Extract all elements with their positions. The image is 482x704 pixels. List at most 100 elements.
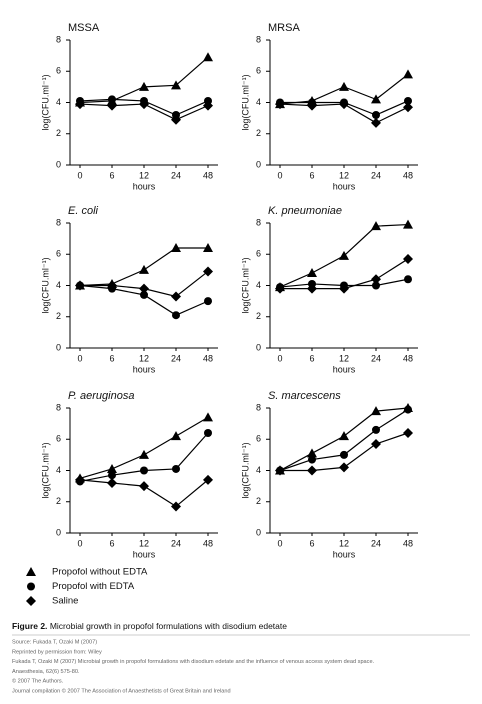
marker: [26, 596, 36, 606]
marker: [171, 80, 181, 90]
y-tick-label: 0: [256, 342, 261, 352]
marker: [75, 280, 85, 291]
y-tick-label: 6: [56, 434, 61, 444]
marker: [339, 250, 349, 260]
marker: [403, 428, 413, 438]
panel-title: MRSA: [268, 22, 300, 34]
marker: [275, 465, 285, 476]
y-axis-label: log(CFU.ml⁻¹): [40, 74, 50, 130]
marker: [75, 99, 85, 110]
x-tick-label: 24: [371, 538, 381, 548]
marker: [140, 290, 148, 299]
marker: [339, 462, 349, 473]
marker: [203, 412, 213, 422]
legend-label: Propofol with EDTA: [52, 581, 135, 592]
marker: [108, 471, 116, 480]
x-tick-label: 6: [309, 353, 314, 363]
marker: [107, 280, 117, 291]
x-tick-label: 24: [171, 538, 181, 548]
marker: [371, 406, 381, 416]
y-tick-label: 0: [256, 527, 261, 537]
marker: [307, 448, 317, 458]
y-tick-label: 0: [56, 159, 61, 169]
x-tick-label: 12: [339, 538, 349, 548]
x-tick-label: 0: [77, 353, 82, 363]
x-tick-label: 48: [203, 353, 213, 363]
marker: [339, 283, 349, 294]
marker: [139, 283, 149, 294]
marker: [339, 431, 349, 441]
marker: [107, 478, 117, 488]
marker: [404, 96, 412, 105]
marker: [139, 449, 149, 459]
marker: [403, 219, 413, 229]
marker: [172, 311, 180, 320]
x-tick-label: 6: [309, 170, 314, 180]
y-tick-label: 0: [56, 527, 61, 537]
marker: [372, 425, 380, 434]
y-tick-label: 2: [56, 496, 61, 506]
y-tick-label: 6: [256, 249, 261, 259]
source-line: © 2007 The Authors.: [12, 678, 64, 685]
x-tick-label: 0: [277, 538, 282, 548]
marker: [171, 114, 181, 125]
x-axis-label: hours: [133, 549, 156, 559]
marker: [171, 431, 181, 441]
x-tick-label: 6: [109, 170, 114, 180]
x-tick-label: 48: [403, 538, 413, 548]
marker: [203, 474, 213, 485]
marker: [139, 99, 149, 110]
source-line: Reprinted by permission from: Wiley: [12, 649, 102, 655]
x-tick-label: 12: [339, 170, 349, 180]
marker: [404, 275, 412, 284]
marker: [203, 266, 213, 277]
y-tick-label: 8: [256, 402, 261, 412]
marker: [371, 94, 381, 104]
y-tick-label: 4: [256, 280, 261, 290]
y-tick-label: 0: [56, 342, 61, 352]
marker: [203, 100, 213, 111]
y-axis-label: log(CFU.ml⁻¹): [40, 257, 50, 313]
marker: [307, 465, 317, 476]
x-axis-label: hours: [133, 181, 156, 191]
marker: [140, 466, 148, 475]
caption-text: Microbial growth in propofol formulation…: [50, 621, 287, 631]
marker: [139, 481, 149, 492]
y-tick-label: 2: [56, 311, 61, 321]
x-tick-label: 0: [277, 170, 282, 180]
marker: [275, 283, 285, 294]
marker: [203, 52, 213, 62]
marker: [307, 283, 317, 294]
panel-title: P. aeruginosa: [68, 390, 134, 402]
y-tick-label: 6: [256, 66, 261, 76]
legend-label: Propofol without EDTA: [52, 567, 148, 578]
y-tick-label: 6: [256, 434, 261, 444]
marker: [203, 243, 213, 252]
marker: [371, 117, 381, 128]
panel-title: MSSA: [68, 22, 100, 34]
x-tick-label: 24: [171, 170, 181, 180]
marker: [107, 100, 117, 111]
marker: [108, 95, 116, 104]
y-tick-label: 2: [256, 311, 261, 321]
marker: [372, 281, 380, 290]
y-tick-label: 2: [256, 496, 261, 506]
x-tick-label: 12: [339, 353, 349, 363]
marker: [26, 567, 36, 576]
y-tick-label: 4: [256, 465, 261, 475]
y-tick-label: 6: [56, 249, 61, 259]
x-axis-label: hours: [333, 549, 356, 559]
marker: [371, 221, 381, 231]
y-tick-label: 8: [56, 34, 61, 44]
panel-title: K. pneumoniae: [268, 205, 342, 217]
caption: Figure 2. Microbial growth in propofol f…: [12, 621, 287, 631]
y-tick-label: 6: [56, 66, 61, 76]
y-tick-label: 8: [256, 217, 261, 227]
y-tick-label: 4: [56, 280, 61, 290]
y-tick-label: 8: [256, 34, 261, 44]
caption-label: Figure 2.: [12, 621, 47, 631]
x-axis-label: hours: [133, 364, 156, 374]
x-tick-label: 6: [109, 538, 114, 548]
x-tick-label: 6: [109, 353, 114, 363]
